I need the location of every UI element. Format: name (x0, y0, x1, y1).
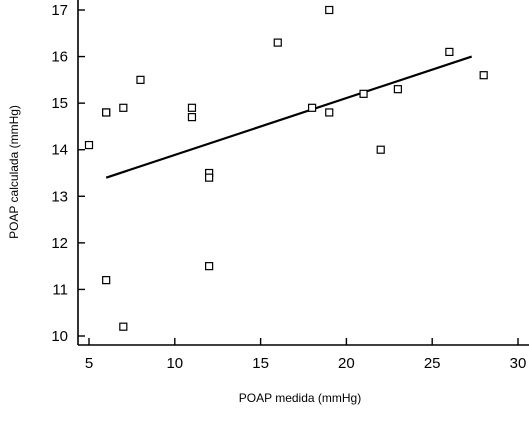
data-point (273, 38, 282, 47)
x-tick-label: 10 (166, 355, 183, 372)
data-point (102, 276, 111, 285)
regression-line (105, 55, 473, 179)
data-point (325, 5, 334, 15)
y-tick-label: 13 (51, 188, 68, 205)
x-tick-label: 5 (85, 355, 93, 372)
y-axis-label: POAP calculada (mmHg) (7, 105, 21, 239)
y-tick-label: 10 (51, 328, 68, 345)
data-point (325, 108, 334, 117)
data-point (187, 113, 197, 122)
x-axis: 5 10 15 20 25 30 POAP medida (mmHg) (78, 338, 529, 405)
data-point (376, 145, 385, 154)
y-tick-label: 17 (51, 2, 68, 19)
data-point (359, 89, 368, 98)
data-point (84, 140, 94, 150)
x-tick-label: 25 (424, 355, 441, 372)
x-tick-label: 30 (510, 355, 527, 372)
data-points (84, 5, 488, 331)
y-ticks: 10 11 12 13 14 15 16 17 (51, 2, 85, 345)
data-point (119, 322, 128, 331)
data-point (187, 103, 197, 112)
y-tick-label: 15 (51, 95, 68, 112)
data-point (445, 47, 454, 57)
data-point (393, 85, 402, 94)
data-point (136, 75, 145, 84)
y-tick-label: 16 (51, 49, 68, 66)
y-tick-label: 14 (51, 142, 68, 159)
data-point (205, 173, 214, 182)
data-point (205, 262, 214, 271)
data-point (479, 71, 488, 80)
x-ticks: 5 10 15 20 25 30 (85, 338, 527, 372)
y-tick-label: 12 (51, 235, 68, 252)
plot-area (84, 5, 488, 331)
data-point (119, 103, 128, 112)
data-point (102, 108, 111, 117)
y-axis: 10 11 12 13 14 15 16 17 POAP calculada (mmHg) (7, 0, 85, 345)
x-tick-label: 20 (338, 355, 355, 372)
data-point (307, 103, 317, 112)
x-tick-label: 15 (252, 355, 269, 372)
x-axis-label: POAP medida (mmHg) (239, 391, 361, 405)
y-tick-label: 11 (52, 281, 68, 298)
